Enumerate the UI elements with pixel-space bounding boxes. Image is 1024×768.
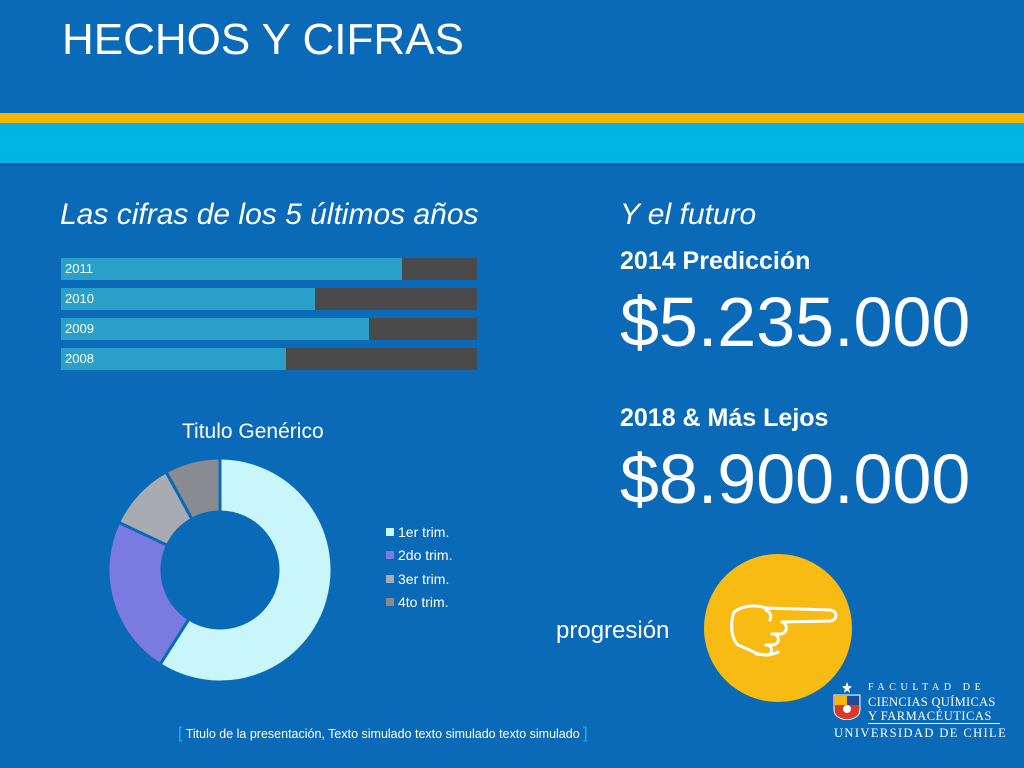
legend-label: 2do trim. — [398, 547, 453, 564]
progress-badge — [704, 554, 852, 702]
bar-fill — [61, 348, 286, 370]
university-logo: FACULTAD DE CIENCIAS QUÍMICAS Y FARMACÉU… — [832, 664, 1008, 744]
progress-label: progresión — [556, 617, 670, 644]
legend-item: 1er trim. — [386, 520, 452, 544]
prediction-2014-label: 2014 Predicción — [620, 247, 811, 275]
bar-row: 2010 — [61, 288, 477, 310]
header-band-shadow — [0, 163, 1024, 167]
footer-bracket-close: ] — [583, 725, 588, 742]
legend-item: 2do trim. — [386, 544, 452, 568]
pointing-hand-icon — [730, 604, 838, 657]
logo-line-sciences: CIENCIAS QUÍMICAS — [868, 695, 996, 709]
donut-legend: 1er trim. 2do trim. 3er trim. 4to trim. — [386, 520, 452, 614]
legend-swatch — [386, 598, 394, 607]
logo-line-university: UNIVERSIDAD DE CHILE — [834, 726, 1008, 740]
bar-category-label: 2011 — [65, 261, 93, 276]
legend-swatch — [386, 551, 394, 560]
prediction-2018-value: $8.900.000 — [620, 440, 971, 518]
donut-slice — [106, 520, 191, 667]
prediction-2014-value: $5.235.000 — [620, 283, 971, 361]
donut-chart-title: Titulo Genérico — [182, 420, 324, 443]
donut-slice — [164, 456, 222, 522]
prediction-2018-label: 2018 & Más Lejos — [620, 404, 829, 432]
logo-divider — [868, 723, 1000, 724]
legend-swatch — [386, 574, 394, 583]
right-subtitle: Y el futuro — [620, 198, 757, 231]
bar-category-label: 2009 — [65, 321, 94, 336]
bar-row: 2008 — [61, 348, 477, 370]
header-gold-band — [0, 113, 1024, 123]
legend-label: 4to trim. — [398, 594, 449, 611]
footer-bracket-open: [ — [178, 725, 183, 742]
bar-fill — [61, 258, 403, 280]
bar-category-label: 2010 — [65, 291, 94, 306]
quarterly-donut-chart — [106, 456, 334, 684]
legend-item: 4to trim. — [386, 591, 452, 615]
logo-line-faculty: FACULTAD DE — [868, 682, 986, 693]
slide-title: HECHOS Y CIFRAS — [62, 15, 464, 64]
footer: [ Titulo de la presentación, Texto simul… — [178, 724, 618, 744]
logo-line-pharma: Y FARMACÉUTICAS — [868, 709, 992, 723]
header-cyan-band — [0, 123, 1024, 163]
bar-fill — [61, 318, 369, 340]
bar-category-label: 2008 — [65, 351, 94, 366]
legend-label: 1er trim. — [398, 523, 450, 540]
legend-swatch — [386, 527, 394, 536]
bar-row: 2011 — [61, 258, 477, 280]
bar-fill — [61, 288, 315, 310]
donut-slice — [157, 456, 334, 684]
left-subtitle: Las cifras de los 5 últimos años — [60, 198, 479, 231]
university-crest-icon — [833, 682, 861, 720]
legend-item: 3er trim. — [386, 567, 452, 591]
yearly-bar-chart: 2011 2010 2009 2008 — [61, 258, 477, 378]
legend-label: 3er trim. — [398, 570, 450, 587]
footer-text: Titulo de la presentación, Texto simulad… — [185, 727, 580, 741]
bar-row: 2009 — [61, 318, 477, 340]
